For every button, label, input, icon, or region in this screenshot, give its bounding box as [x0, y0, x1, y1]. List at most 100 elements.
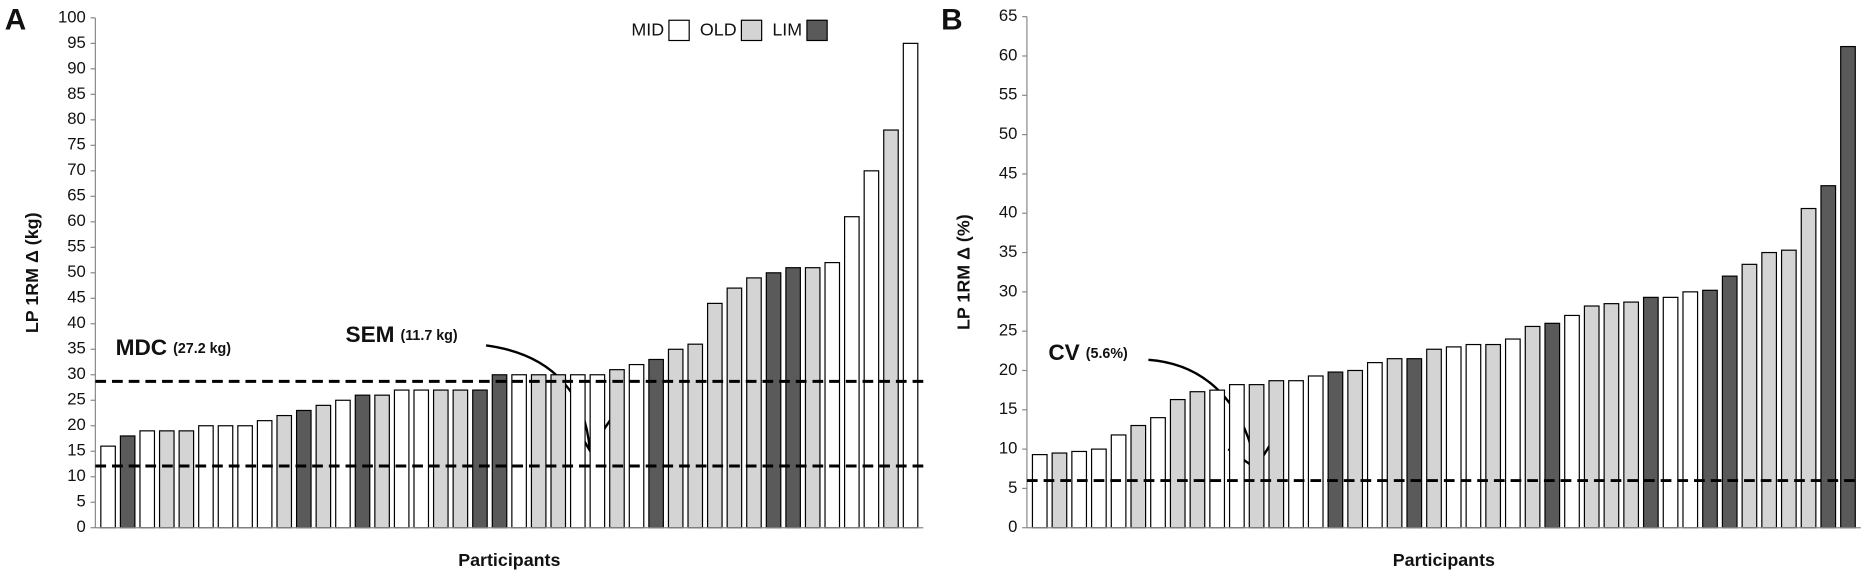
bar	[1485, 343, 1502, 529]
bar	[1426, 348, 1442, 529]
bar	[119, 435, 136, 529]
bar	[1347, 369, 1364, 529]
y-tick-label: 55	[999, 85, 1018, 104]
bar	[589, 374, 606, 529]
bar	[139, 430, 156, 529]
bar	[256, 420, 273, 529]
bar	[432, 389, 449, 529]
bar	[198, 425, 214, 529]
bar	[1189, 391, 1206, 529]
bar	[1603, 303, 1620, 529]
y-tick-label: 80	[67, 109, 86, 128]
bar	[804, 267, 821, 529]
annotation-label: MDC	[116, 335, 168, 360]
legend-label: LIM	[772, 20, 802, 40]
y-tick-label: 15	[999, 399, 1018, 418]
y-tick-label: 10	[67, 466, 86, 485]
bar	[1445, 346, 1462, 529]
bar	[746, 277, 762, 529]
y-tick-label: 60	[999, 45, 1018, 64]
bar	[1623, 301, 1640, 529]
bar	[335, 399, 351, 529]
bar	[295, 409, 312, 529]
bar	[785, 267, 801, 529]
annotation: SEM (11.7 kg)	[346, 322, 458, 347]
annotation-detail: (27.2 kg)	[173, 341, 231, 357]
bar	[706, 302, 723, 529]
bar	[413, 389, 430, 529]
annotation-label: CV	[1048, 340, 1079, 365]
legend-swatch	[740, 19, 763, 42]
y-tick-label: 35	[999, 242, 1018, 261]
bar	[628, 363, 645, 529]
bar	[1564, 314, 1580, 529]
bar	[1840, 45, 1856, 529]
bar	[883, 129, 899, 529]
bar	[1642, 296, 1659, 529]
bar	[1544, 322, 1561, 529]
bar	[158, 430, 175, 529]
y-tick-label: 30	[67, 364, 86, 383]
bar	[1820, 185, 1837, 529]
y-tick-label: 20	[999, 360, 1018, 379]
y-tick-label: 50	[999, 124, 1018, 143]
bar	[393, 389, 410, 529]
y-tick-label: 85	[67, 84, 86, 103]
bar	[1288, 380, 1304, 529]
y-tick-label: 25	[67, 390, 86, 409]
bar	[530, 374, 547, 529]
y-tick-label: 20	[67, 415, 86, 434]
bar	[1051, 452, 1068, 529]
legend-swatch	[668, 19, 690, 42]
bar	[1465, 343, 1482, 529]
bar	[1406, 358, 1423, 529]
bar	[1583, 305, 1600, 529]
panel-label: A	[5, 3, 27, 36]
legend-swatch	[806, 19, 828, 42]
y-tick-label: 70	[67, 160, 86, 179]
bar	[1307, 375, 1324, 529]
bar	[1662, 296, 1679, 529]
y-tick-label: 65	[999, 6, 1018, 25]
bar	[1327, 371, 1344, 529]
bar	[726, 287, 743, 529]
x-axis-title: Participants	[1393, 550, 1495, 570]
bar	[1268, 380, 1285, 529]
bar	[1741, 263, 1758, 529]
bar	[1209, 389, 1226, 529]
bar	[1761, 251, 1778, 529]
bar	[863, 170, 880, 529]
y-tick-label: 45	[999, 163, 1018, 182]
y-tick-label: 0	[77, 517, 86, 536]
bar	[1071, 450, 1088, 529]
bar	[609, 369, 625, 529]
panel-label: B	[941, 3, 963, 36]
bar	[1524, 325, 1541, 529]
y-tick-label: 35	[67, 339, 86, 358]
bar	[667, 348, 684, 529]
bar	[472, 389, 488, 529]
y-tick-label: 65	[67, 186, 86, 205]
bar	[1702, 289, 1718, 529]
bar	[1721, 275, 1738, 529]
bar	[550, 374, 567, 529]
annotation-label: SEM	[346, 322, 395, 347]
y-axis-title: LP 1RM Δ (kg)	[22, 212, 42, 333]
legend-label: MID	[631, 20, 664, 40]
bar	[824, 262, 841, 529]
bar	[354, 394, 371, 529]
y-axis-title: LP 1RM Δ (%)	[954, 214, 974, 330]
y-tick-label: 50	[67, 262, 86, 281]
y-tick-label: 90	[67, 58, 86, 77]
bar	[844, 216, 860, 529]
bar	[178, 430, 195, 529]
bar	[491, 374, 508, 529]
y-tick-label: 15	[67, 441, 86, 460]
bar	[1090, 448, 1107, 529]
bar	[237, 425, 253, 529]
y-tick-label: 25	[999, 321, 1018, 340]
annotation: CV (5.6%)	[1048, 340, 1128, 365]
y-tick-label: 60	[67, 211, 86, 230]
y-tick-label: 55	[67, 237, 86, 256]
bar	[1031, 454, 1048, 529]
